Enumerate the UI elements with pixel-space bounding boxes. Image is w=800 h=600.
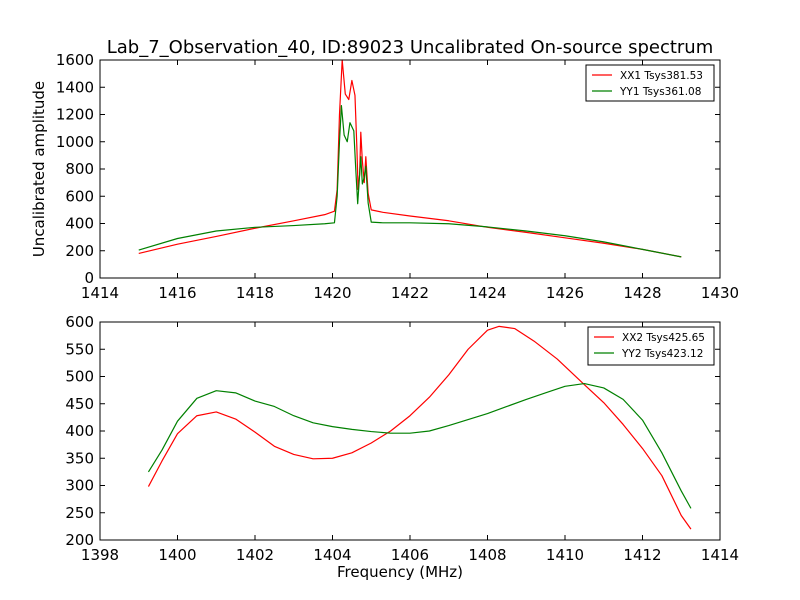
y-tick-label: 200	[65, 531, 94, 549]
y-tick-label: 350	[65, 449, 94, 467]
y-tick-label: 450	[65, 395, 94, 413]
x-tick-label: 1416	[158, 284, 196, 302]
legend-box	[585, 64, 715, 102]
x-tick-label: 1430	[701, 284, 739, 302]
y-tick-label: 500	[65, 368, 94, 386]
x-tick-label: 1404	[313, 546, 351, 564]
series-line-2	[138, 105, 682, 258]
legend: XX1 Tsys381.53 YY1 Tsys361.08	[585, 64, 715, 102]
y-tick-label: 300	[65, 477, 94, 495]
legend-box	[587, 326, 715, 366]
y-tick-label: 1400	[56, 78, 94, 96]
figure-title: Lab_7_Observation_40, ID:89023 Uncalibra…	[107, 37, 714, 58]
y-tick-label: 400	[65, 215, 94, 233]
spectrum-plot-bottom: 1398 1400 1402 1404 1406 1408 1410 1412 1414 200 2…	[65, 313, 739, 581]
legend-entry: XX1 Tsys381.53	[620, 70, 703, 82]
x-tick-label: 1402	[236, 546, 274, 564]
x-tick-label: 1418	[236, 284, 274, 302]
y-tick-label: 550	[65, 340, 94, 358]
x-tick-label: 1428	[623, 284, 661, 302]
x-tick-label: 1412	[623, 546, 661, 564]
y-tick-label: 400	[65, 422, 94, 440]
x-tick-label: 1422	[391, 284, 429, 302]
legend: XX2 Tsys425.65 YY2 Tsys423.12	[587, 326, 715, 366]
legend-entry: XX2 Tsys425.65	[622, 332, 705, 344]
y-tick-label: 200	[65, 242, 94, 260]
y-tick-label: 600	[65, 187, 94, 205]
legend-entry: YY2 Tsys423.12	[621, 348, 703, 360]
x-tick-label: 1406	[391, 546, 429, 564]
x-tick-label: 1414	[701, 546, 739, 564]
y-tick-label: 1600	[56, 51, 94, 69]
y-axis-label: Uncalibrated amplitude	[30, 81, 48, 257]
x-tick-label: 1420	[313, 284, 351, 302]
legend-entry: YY1 Tsys361.08	[619, 86, 701, 98]
x-tick-label: 1414	[81, 284, 119, 302]
y-tick-label: 600	[65, 313, 94, 331]
y-tick-label: 0	[84, 269, 94, 287]
x-tick-label: 1408	[468, 546, 506, 564]
x-axis-label: Frequency (MHz)	[337, 563, 463, 581]
y-tick-label: 250	[65, 504, 94, 522]
x-tick-label: 1424	[468, 284, 506, 302]
x-tick-label: 1426	[546, 284, 584, 302]
y-tick-label: 800	[65, 160, 94, 178]
y-tick-label: 1200	[56, 106, 94, 124]
x-tick-label: 1410	[546, 546, 584, 564]
series-line-2	[147, 382, 692, 509]
series-line-1	[147, 325, 692, 530]
spectrum-plot-top: 1414 1416 1418 1420 1422 1424 1426 1428 1430 0 200…	[30, 51, 739, 302]
x-tick-label: 1398	[81, 546, 119, 564]
y-tick-label: 1000	[56, 133, 94, 151]
x-tick-label: 1400	[158, 546, 196, 564]
